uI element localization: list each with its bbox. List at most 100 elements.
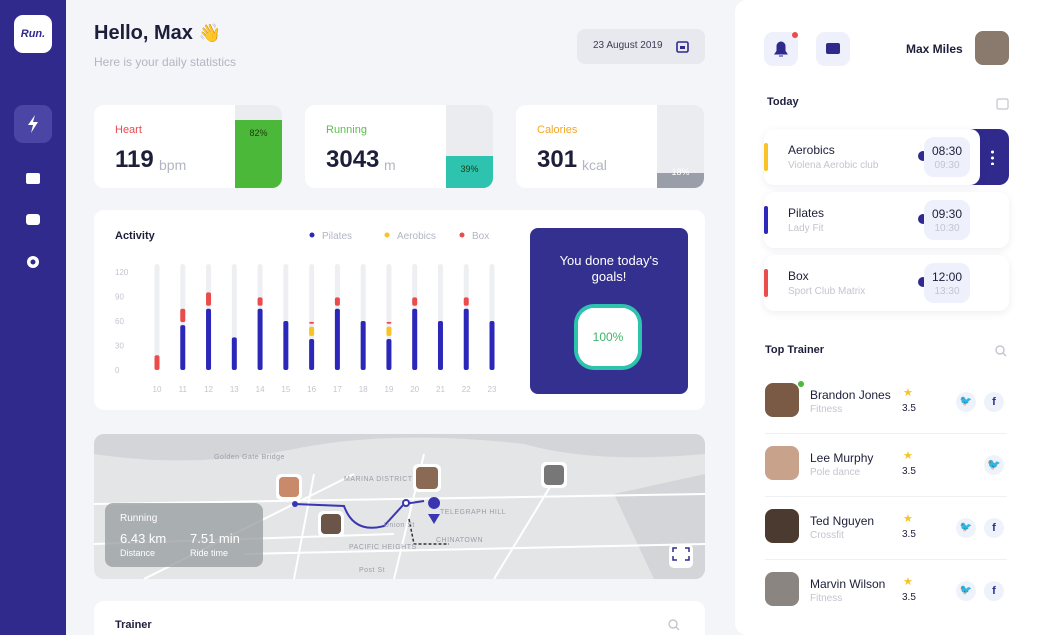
facebook-button[interactable]: f <box>984 392 1004 412</box>
x-tick-label: 18 <box>359 385 368 394</box>
stat-percent: 39% <box>460 163 479 174</box>
trainer-name: Lee Murphy <box>810 451 874 465</box>
map-label: Post St <box>359 567 386 574</box>
top-trainer-title: Top Trainer <box>765 344 825 356</box>
x-tick-label: 13 <box>230 385 239 394</box>
trainer-title: Trainer <box>115 619 152 631</box>
stat-progress <box>235 119 282 188</box>
schedule-place: Violena Aerobic club <box>788 160 879 171</box>
facebook-button[interactable]: f <box>984 581 1004 601</box>
trainer-rating: 3.5 <box>902 403 916 414</box>
twitter-button[interactable]: 🐦 <box>956 518 976 538</box>
x-tick-label: 17 <box>333 385 342 394</box>
x-tick-label: 16 <box>307 385 316 394</box>
twitter-button[interactable]: 🐦 <box>984 455 1004 475</box>
time-end: 09:30 <box>934 160 960 171</box>
twitter-button[interactable]: 🐦 <box>956 581 976 601</box>
stat-label: Running <box>326 124 367 136</box>
star: ★ <box>903 450 913 462</box>
bar-segment <box>283 321 289 370</box>
map-label: Union St <box>384 522 415 529</box>
schedule-color <box>764 269 768 297</box>
wave: 👋 <box>198 23 221 43</box>
date-picker[interactable]: 23 August 2019 <box>577 29 705 64</box>
logo[interactable]: Run. <box>14 15 52 53</box>
trainer-avatar[interactable] <box>765 446 799 480</box>
map-label: PACIFIC HEIGHTS <box>349 544 417 551</box>
calendar-icon <box>676 41 689 53</box>
bar-segment <box>206 292 212 306</box>
schedule-item[interactable]: Pilates Lady Fit 09:30 10:30 <box>764 192 1009 248</box>
time-box: 08:30 09:30 <box>924 137 970 177</box>
stat-track: 18% <box>657 105 704 188</box>
legend-label: Pilates <box>322 231 352 242</box>
y-tick-label: 90 <box>115 293 124 302</box>
stat-value: 119 <box>115 146 154 173</box>
bar-segment <box>386 338 392 370</box>
stat-card: Running 3043 m 39% <box>305 105 493 188</box>
trainer-name: Marvin Wilson <box>810 577 886 591</box>
time-end: 13:30 <box>934 286 960 297</box>
trainer-name: Brandon Jones <box>810 388 891 402</box>
x-tick-label: 19 <box>384 385 393 394</box>
schedule-color <box>764 143 768 171</box>
map-label: MARINA DISTRICT <box>344 476 413 483</box>
time-start: 09:30 <box>931 207 963 221</box>
schedule-item[interactable]: Aerobics Violena Aerobic club 08:30 09:30 <box>764 129 980 185</box>
trainer-avatar[interactable] <box>765 509 799 543</box>
trainer-rating: 3.5 <box>902 592 916 603</box>
x-tick-label: 10 <box>153 385 162 394</box>
time-label: Ride time <box>190 548 229 558</box>
online-dot <box>798 381 804 387</box>
twitter-button[interactable]: 🐦 <box>956 392 976 412</box>
trainer-rating: 3.5 <box>902 529 916 540</box>
today-title: Today <box>767 96 799 108</box>
bar-segment <box>412 297 418 306</box>
trainer-search-icon[interactable] <box>995 345 1007 357</box>
legend-label: Box <box>472 231 489 242</box>
x-tick-label: 20 <box>410 385 419 394</box>
divider <box>765 559 1007 560</box>
map-label: TELEGRAPH HILL <box>440 509 507 516</box>
today-calendar[interactable] <box>996 97 1009 110</box>
schedule-name: Box <box>788 269 809 283</box>
nav-active[interactable] <box>14 105 52 143</box>
trainer-avatar[interactable] <box>765 572 799 606</box>
trainer-avatar[interactable] <box>765 383 799 417</box>
activity-panel: Activity Pilates Aerobics Box 0 30 60 90 120 10 11… <box>94 210 705 410</box>
user-name: Max Miles <box>906 42 963 56</box>
user-avatar[interactable] <box>975 31 1009 65</box>
bolt-icon <box>28 115 38 133</box>
header-icons[interactable] <box>763 31 853 67</box>
schedule-name: Aerobics <box>788 143 835 157</box>
bar-track <box>154 264 160 370</box>
map[interactable]: Golden Gate Bridge MARINA DISTRICT PACIFIC… <box>94 434 705 579</box>
greeting-text: Hello, Max <box>94 22 193 44</box>
y-tick-label: 60 <box>115 317 124 326</box>
time-end: 10:30 <box>934 223 960 234</box>
facebook-button[interactable]: f <box>984 518 1004 538</box>
map-label: Golden Gate Bridge <box>214 454 285 461</box>
bar-segment <box>257 297 263 306</box>
star: ★ <box>903 513 913 525</box>
time-box: 09:30 10:30 <box>924 200 970 240</box>
nav-icons[interactable] <box>25 170 41 280</box>
goals-progress <box>578 308 638 366</box>
time-box: 12:00 13:30 <box>924 263 970 303</box>
x-tick-label: 12 <box>204 385 213 394</box>
bar-segment <box>437 321 443 370</box>
x-tick-label: 11 <box>179 385 188 394</box>
trainer-panel: Trainer <box>94 601 705 635</box>
more-menu[interactable] <box>991 149 994 165</box>
schedule-place: Sport Club Matrix <box>788 286 866 297</box>
bar-segment <box>360 321 366 370</box>
goals-percent: 100% <box>592 330 624 344</box>
sidebar: Run. <box>0 0 66 635</box>
time: 7.51 min <box>190 531 240 546</box>
search-icon[interactable] <box>668 619 680 631</box>
stat-value: 301 <box>537 146 578 173</box>
x-tick-label: 22 <box>462 385 471 394</box>
x-tick-label: 21 <box>436 385 445 394</box>
schedule-item[interactable]: Box Sport Club Matrix 12:00 13:30 <box>764 255 1009 311</box>
bar-segment <box>257 308 263 370</box>
